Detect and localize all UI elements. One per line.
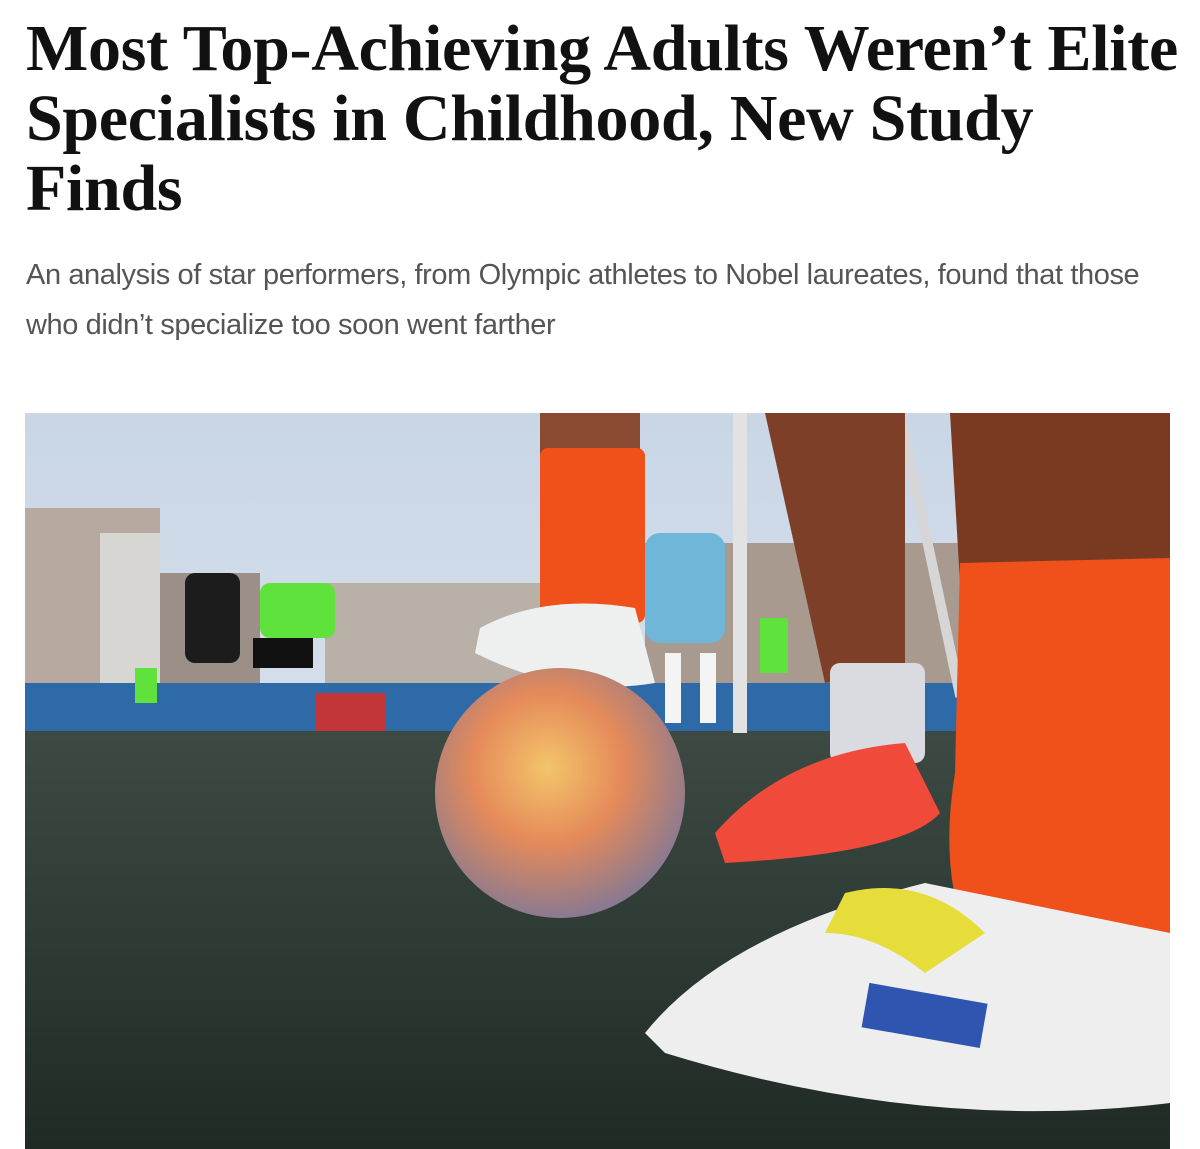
background-players (135, 533, 788, 723)
soccer-ball (435, 668, 685, 918)
headline: Most Top-Achieving Adults Weren’t Elite … (26, 12, 1178, 225)
article-photo (25, 413, 1170, 1149)
subheadline: An analysis of star performers, from Oly… (26, 259, 1140, 341)
